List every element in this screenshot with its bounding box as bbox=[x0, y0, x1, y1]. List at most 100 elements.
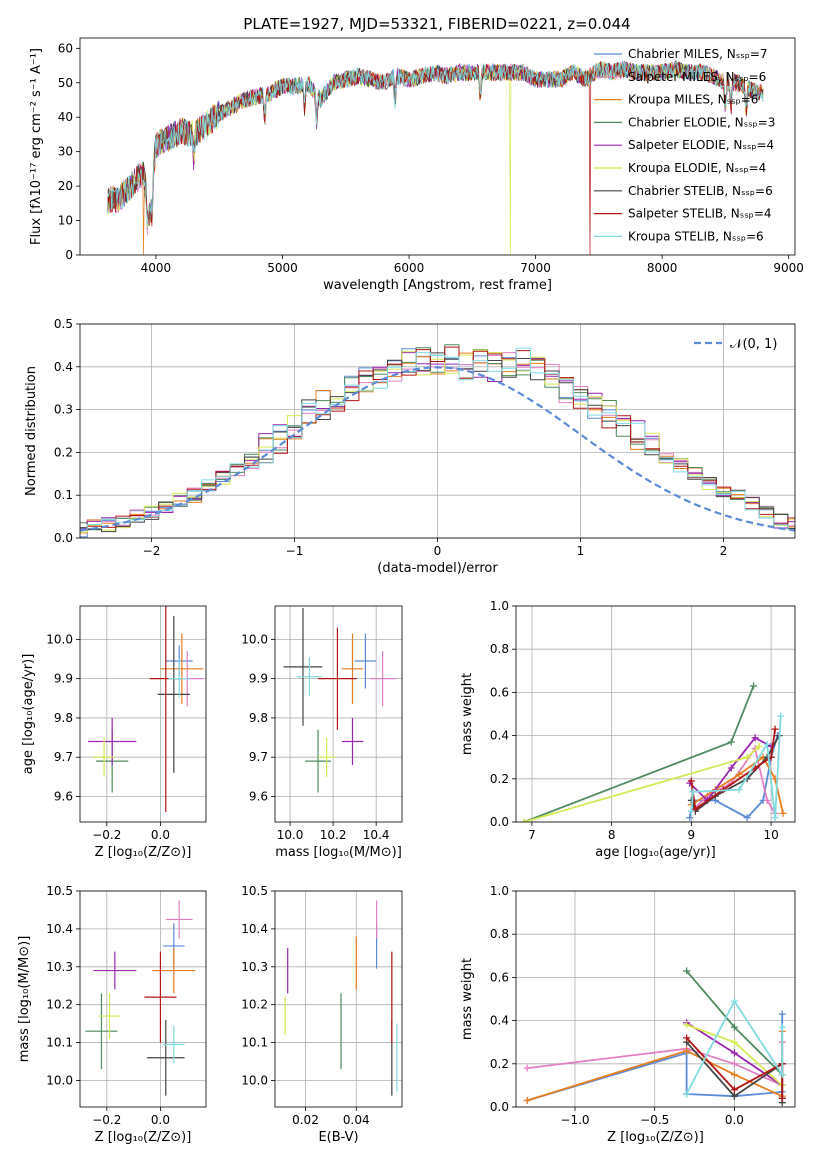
axes: 7 8 9 10 0.0 0.2 0.4 0.6 0.8 1.0 age [log₁₀(age/yr… bbox=[460, 599, 796, 860]
panel-residuals: −2 −1 0 1 2 0.0 0.1 0.2 0.3 0.4 0.5 (data-model)/er… bbox=[24, 317, 796, 576]
legend-label-chab_stelib: Chabrier STELIB, Nₛₛₚ=6 bbox=[628, 184, 773, 198]
grid bbox=[516, 605, 795, 823]
legend-label-salp_elodie: Salpeter ELODIE, Nₛₛₚ=4 bbox=[628, 138, 774, 152]
legend-label-chab_miles: Chabrier MILES, Nₛₛₚ=7 bbox=[628, 47, 768, 61]
tick-label-y: 10.2 bbox=[46, 998, 73, 1012]
weight-line-salp_stelib bbox=[690, 728, 776, 811]
axes: −1.0 −0.5 0.0 0.0 0.2 0.4 0.6 0.8 1.0 Z [log₁₀(Z/… bbox=[460, 884, 796, 1145]
tick-label-y: 0.0 bbox=[490, 1100, 509, 1114]
axis-label-x: E(B-V) bbox=[318, 1130, 358, 1145]
tick-label-y: 9.6 bbox=[54, 789, 73, 803]
tick-label-x: 9 bbox=[688, 828, 696, 842]
weight-marker-salp_elodie bbox=[751, 734, 759, 742]
axis-label-y: mass weight bbox=[460, 673, 475, 755]
tick-label-y: 0.1 bbox=[54, 488, 73, 502]
legend-label-salp_stelib: Salpeter STELIB, Nₛₛₚ=4 bbox=[628, 207, 772, 221]
histogram-krou_stelib bbox=[80, 347, 795, 530]
tick-label-y: 10.5 bbox=[46, 884, 73, 898]
axes-frame bbox=[79, 605, 207, 823]
tick-label-y: 10.0 bbox=[241, 1073, 268, 1087]
tick-label-y: 0.0 bbox=[490, 815, 509, 829]
tick-label-x: 0 bbox=[434, 544, 442, 558]
legend-label-krou_miles: Kroupa MILES, Nₛₛₚ=6 bbox=[628, 93, 758, 107]
spectrum-line-krou_stelib bbox=[107, 60, 764, 226]
tick-label-y: 10.4 bbox=[46, 922, 73, 936]
grid bbox=[275, 890, 402, 1107]
tick-label-y: 0.8 bbox=[490, 642, 509, 656]
weight-marker-krou_elodie bbox=[743, 753, 751, 761]
tick-label-x: 2 bbox=[720, 544, 728, 558]
weight-marker-salp_stelib bbox=[730, 1086, 738, 1094]
tick-label-y: 50 bbox=[58, 76, 73, 90]
tick-label-x: 10.4 bbox=[363, 828, 390, 842]
tick-label-y: 0.0 bbox=[54, 531, 73, 545]
tick-label-x: 0.0 bbox=[725, 1113, 744, 1127]
grid bbox=[275, 606, 402, 822]
tick-label-y: 0.2 bbox=[54, 445, 73, 459]
tick-label-y: 9.6 bbox=[249, 789, 268, 803]
plot-area bbox=[88, 606, 204, 813]
weight-marker-salp_miles bbox=[730, 1060, 738, 1068]
tick-label-y: 10.3 bbox=[46, 960, 73, 974]
tick-label-x: −2 bbox=[143, 544, 161, 558]
tick-label-y: 9.7 bbox=[249, 750, 268, 764]
weight-marker-krou_stelib bbox=[730, 997, 738, 1005]
tick-label-y: 10.1 bbox=[46, 1036, 73, 1050]
weight-marker-krou_miles bbox=[683, 1047, 691, 1055]
weight-marker-krou_elodie bbox=[683, 1021, 691, 1029]
weight-marker-krou_stelib bbox=[771, 814, 779, 822]
weight-line-salp_stelib bbox=[685, 1037, 784, 1099]
weight-marker-krou_stelib bbox=[763, 740, 771, 748]
plot-area bbox=[283, 607, 396, 793]
tick-label-y: 10.5 bbox=[241, 884, 268, 898]
tick-label-y: 0.5 bbox=[54, 317, 73, 331]
grid bbox=[516, 890, 795, 1108]
plot-area bbox=[107, 59, 764, 255]
weight-marker-salp_stelib bbox=[683, 1034, 691, 1042]
tick-label-y: 10.3 bbox=[241, 960, 268, 974]
plot-area bbox=[80, 344, 795, 538]
weight-marker-chab_elodie bbox=[730, 1023, 738, 1031]
weight-marker-krou_stelib bbox=[689, 788, 697, 796]
legend-label-gaussian: 𝒩(0, 1) bbox=[730, 337, 777, 352]
axis-label-y: age [log₁₀(age/yr)] bbox=[21, 654, 36, 775]
tick-label-y: 10.0 bbox=[241, 632, 268, 646]
axis-label-y: Normed distribution bbox=[24, 366, 39, 496]
tick-label-y: 1.0 bbox=[490, 599, 509, 613]
axes: −0.2 0.0 9.6 9.7 9.8 9.9 10.0 Z [log₁₀(Z/Z⊙)] ag… bbox=[21, 605, 207, 860]
axis-label-x: wavelength [Angstrom, rest frame] bbox=[323, 278, 552, 293]
tick-label-y: 0 bbox=[65, 248, 73, 262]
weight-marker-salp_elodie bbox=[727, 764, 735, 772]
axes-frame bbox=[274, 605, 403, 823]
grid bbox=[80, 606, 206, 822]
tick-label-y: 30 bbox=[58, 145, 73, 159]
weight-marker-salp_stelib bbox=[771, 725, 779, 733]
plot-area bbox=[284, 900, 398, 1096]
tick-label-x: 6000 bbox=[394, 261, 425, 275]
tick-label-x: 10.0 bbox=[277, 828, 304, 842]
weight-marker-salp_stelib bbox=[691, 805, 699, 813]
axes: −2 −1 0 1 2 0.0 0.1 0.2 0.3 0.4 0.5 (data-model)/er… bbox=[24, 317, 796, 576]
tick-label-x: 9000 bbox=[773, 261, 804, 275]
weight-marker-krou_elodie bbox=[520, 818, 528, 822]
weight-marker-krou_elodie bbox=[755, 742, 763, 750]
figure-title: PLATE=1927, MJD=53321, FIBERID=0221, z=0… bbox=[243, 15, 630, 33]
weight-marker-krou_stelib bbox=[687, 807, 695, 815]
tick-label-x: 1 bbox=[577, 544, 585, 558]
gaussian-curve bbox=[80, 366, 795, 532]
tick-label-y: 9.8 bbox=[249, 711, 268, 725]
tick-label-y: 20 bbox=[58, 179, 73, 193]
axes: 10.0 10.2 10.4 9.6 9.7 9.8 9.9 10.0 mass [log₁₀(… bbox=[241, 605, 403, 860]
tick-label-x: 4000 bbox=[141, 261, 172, 275]
axis-label-x: Z [log₁₀(Z/Z⊙)] bbox=[95, 845, 192, 860]
weight-marker-chab_elodie bbox=[683, 967, 691, 975]
grid bbox=[80, 890, 206, 1107]
weight-marker-krou_miles bbox=[730, 1071, 738, 1079]
tick-label-x: 0.02 bbox=[292, 1113, 319, 1127]
axis-label-x: (data-model)/error bbox=[377, 561, 498, 576]
legend: Chabrier MILES, Nₛₛₚ=7 Salpeter MILES, Nₛ… bbox=[594, 47, 775, 243]
weight-marker-krou_stelib bbox=[778, 1071, 786, 1079]
legend-label-krou_elodie: Kroupa ELODIE, Nₛₛₚ=4 bbox=[628, 161, 766, 175]
weight-marker-krou_miles bbox=[523, 1097, 531, 1105]
